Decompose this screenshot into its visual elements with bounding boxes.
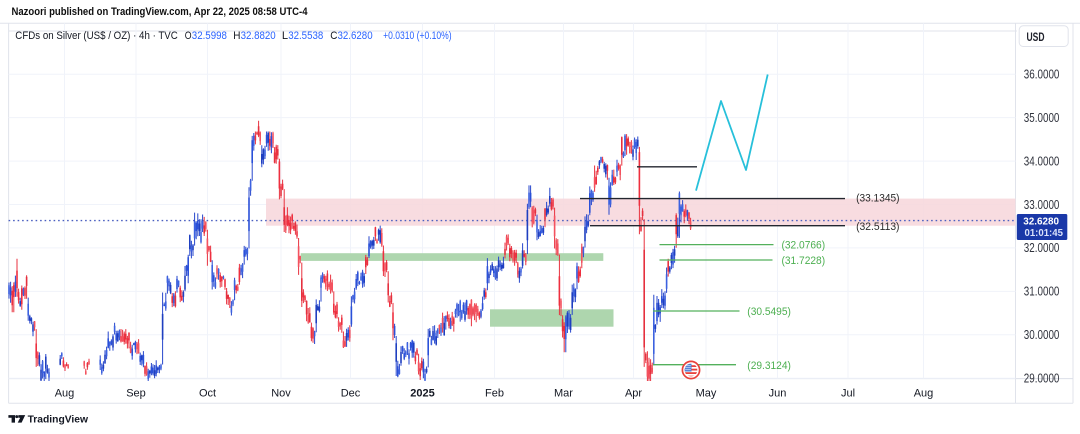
- svg-text:Feb: Feb: [485, 387, 504, 399]
- svg-text:Aug: Aug: [55, 387, 75, 399]
- svg-text:(32.5113): (32.5113): [856, 221, 899, 233]
- svg-text:32.8820: 32.8820: [241, 30, 276, 42]
- svg-text:Nazoori published on TradingVi: Nazoori published on TradingView.com, Ap…: [12, 6, 309, 18]
- svg-text:CFDs on Silver (US$ / OZ) · 4h: CFDs on Silver (US$ / OZ) · 4h · TVC: [15, 30, 178, 42]
- svg-text:2025: 2025: [410, 387, 434, 399]
- svg-text:Mar: Mar: [554, 387, 573, 399]
- svg-text:36.0000: 36.0000: [1024, 68, 1060, 82]
- svg-text:31.0000: 31.0000: [1024, 285, 1060, 299]
- svg-text:Oct: Oct: [199, 387, 216, 399]
- svg-text:29.0000: 29.0000: [1024, 372, 1060, 386]
- svg-text:32.5998: 32.5998: [192, 30, 227, 42]
- svg-text:(29.3124): (29.3124): [747, 360, 791, 372]
- svg-text:35.0000: 35.0000: [1024, 111, 1060, 125]
- svg-text:TradingView: TradingView: [28, 414, 89, 425]
- svg-text:(31.7228): (31.7228): [782, 255, 826, 267]
- svg-text:Nov: Nov: [271, 387, 291, 399]
- svg-text:USD: USD: [1027, 32, 1045, 44]
- svg-text:C: C: [330, 30, 337, 42]
- svg-text:Sep: Sep: [126, 387, 146, 399]
- svg-text:32.0000: 32.0000: [1024, 241, 1060, 255]
- svg-text:+0.0310 (+0.10%): +0.0310 (+0.10%): [383, 30, 452, 42]
- svg-text:H: H: [233, 30, 240, 42]
- svg-text:32.6280: 32.6280: [338, 30, 373, 42]
- svg-text:Dec: Dec: [341, 387, 361, 399]
- svg-text:O: O: [185, 30, 192, 42]
- svg-text:Jul: Jul: [841, 387, 855, 399]
- svg-text:01:01:45: 01:01:45: [1025, 228, 1064, 239]
- svg-text:30.0000: 30.0000: [1024, 328, 1060, 342]
- svg-text:32.5538: 32.5538: [288, 30, 323, 42]
- svg-text:(30.5495): (30.5495): [747, 306, 791, 318]
- svg-text:(32.0766): (32.0766): [782, 240, 826, 252]
- svg-text:May: May: [696, 387, 717, 399]
- svg-text:Jun: Jun: [769, 387, 787, 399]
- svg-text:L: L: [282, 30, 288, 42]
- svg-text:Apr: Apr: [625, 387, 642, 399]
- svg-text:(33.1345): (33.1345): [856, 193, 899, 205]
- svg-text:33.0000: 33.0000: [1024, 198, 1060, 212]
- svg-text:34.0000: 34.0000: [1024, 154, 1060, 168]
- svg-text:32.6280: 32.6280: [1023, 216, 1059, 227]
- svg-text:Aug: Aug: [914, 387, 934, 399]
